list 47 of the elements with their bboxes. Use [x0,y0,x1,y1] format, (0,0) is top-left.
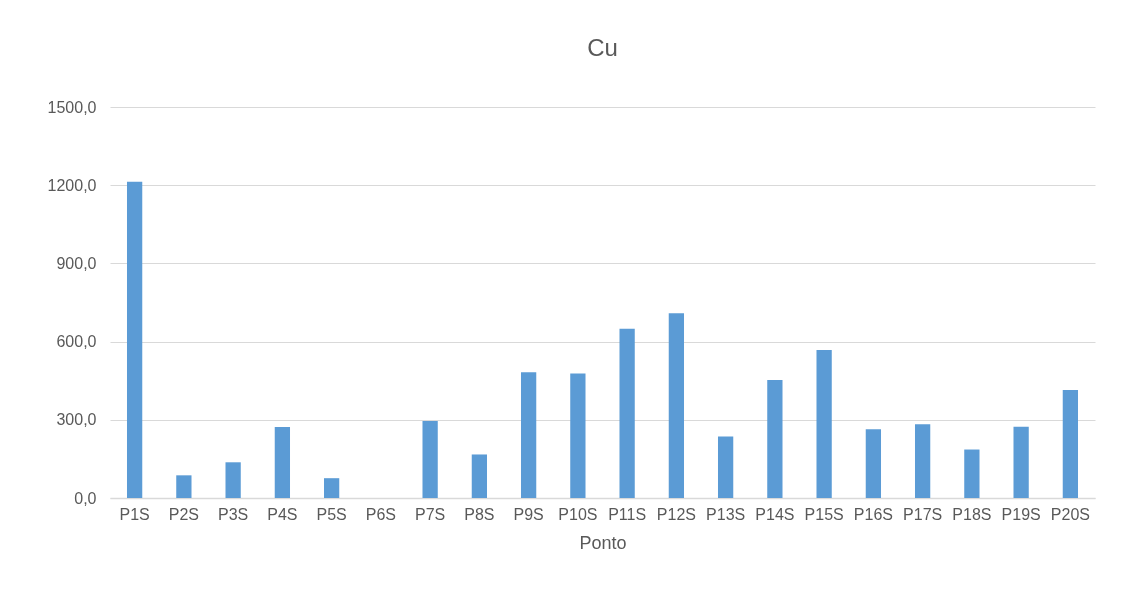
x-tick-label: P17S [903,505,943,523]
x-tick-label: P16S [853,505,893,523]
x-tick-label: P4S [267,505,298,523]
bar [176,475,192,498]
x-tick-label: P18S [952,505,992,523]
x-tick-label: P10S [558,505,598,523]
bar [964,449,980,498]
x-tick-label: P7S [415,505,446,523]
y-tick-label: 1200,0 [47,176,97,194]
x-tick-label: P14S [755,505,795,523]
bar [668,313,685,498]
x-tick-label: P20S [1050,505,1090,523]
x-tick-label: P3S [218,505,249,523]
bar [570,373,586,498]
bar [865,429,882,498]
bar [1013,426,1029,498]
y-tick-label: 600,0 [56,333,97,351]
x-tick-label: P2S [168,505,199,523]
x-tick-label: P6S [365,505,396,523]
bar [816,349,832,498]
x-tick-label: P15S [804,505,844,523]
y-tick-label: 0,0 [74,489,97,507]
bar [619,328,635,498]
chart-title: Cu [587,34,618,61]
x-tick-label: P8S [464,505,495,523]
x-tick-label: P12S [656,505,696,523]
y-tick-label: 1500,0 [47,98,97,116]
x-tick-label: P5S [316,505,347,523]
bar [1062,390,1079,498]
bar [520,372,537,498]
bar [767,379,783,498]
x-tick-label: P11S [608,505,647,523]
bar [471,454,488,498]
x-axis-title: Ponto [579,532,627,553]
bar [274,427,291,498]
bar [126,181,143,498]
bar [422,421,438,498]
bar [717,436,734,498]
y-tick-label: 900,0 [56,254,97,272]
bar [225,462,241,498]
y-tick-label: 300,0 [56,411,97,429]
x-tick-label: P19S [1001,505,1041,523]
x-tick-label: P1S [119,505,150,523]
bar [323,478,340,498]
x-tick-label: P9S [513,505,544,523]
bar [914,424,931,498]
x-tick-label: P13S [706,505,746,523]
